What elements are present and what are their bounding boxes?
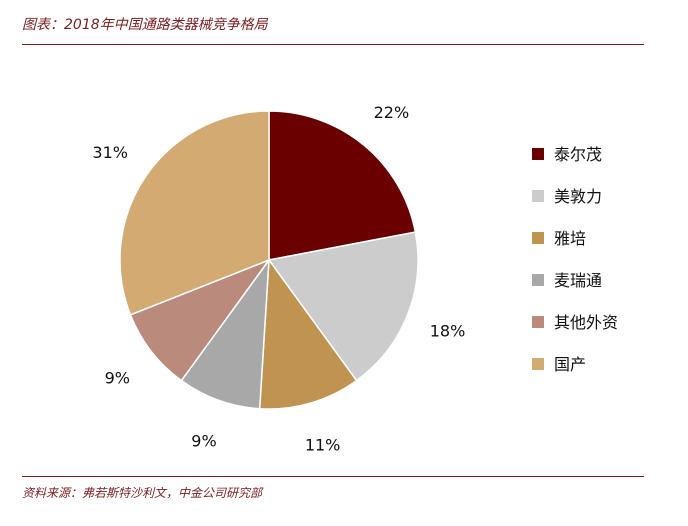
legend-label-3: 雅培 xyxy=(554,229,586,248)
legend-swatch-5 xyxy=(532,316,544,328)
pie-slices xyxy=(119,110,419,410)
chart-title: 图表：2018年中国通路类器械竞争格局 xyxy=(22,17,268,33)
pie-slice-3 xyxy=(258,257,358,410)
legend-label-5: 其他外资 xyxy=(554,313,618,332)
source-note: 资料来源：弗若斯特沙利文，中金公司研究部 xyxy=(22,486,263,500)
legend-swatch-6 xyxy=(532,358,544,370)
legend-label-4: 麦瑞通 xyxy=(554,271,602,290)
slice-label-6: 31% xyxy=(92,143,128,162)
top-divider xyxy=(22,44,644,45)
legend-swatch-4 xyxy=(532,274,544,286)
pie-labels: 22% 18% 11% 9% 9% 31% xyxy=(92,103,465,454)
slice-label-5: 9% xyxy=(105,369,130,388)
pie-slice-2 xyxy=(267,231,419,382)
pie-slice-1 xyxy=(268,110,417,261)
bottom-divider xyxy=(22,476,644,477)
pie-slice-5 xyxy=(129,258,272,382)
pie-slice-4 xyxy=(180,257,270,410)
legend-label-2: 美敦力 xyxy=(554,187,602,206)
pie-slice-6 xyxy=(119,110,270,316)
slice-label-1: 22% xyxy=(374,103,410,122)
legend-swatch-1 xyxy=(532,148,544,160)
slice-label-4: 9% xyxy=(191,432,216,451)
legend-label-6: 国产 xyxy=(554,355,586,374)
slice-label-2: 18% xyxy=(430,322,466,341)
slice-label-3: 11% xyxy=(305,435,341,454)
legend-swatch-2 xyxy=(532,190,544,202)
legend-swatch-3 xyxy=(532,232,544,244)
legend-label-1: 泰尔茂 xyxy=(554,145,602,164)
